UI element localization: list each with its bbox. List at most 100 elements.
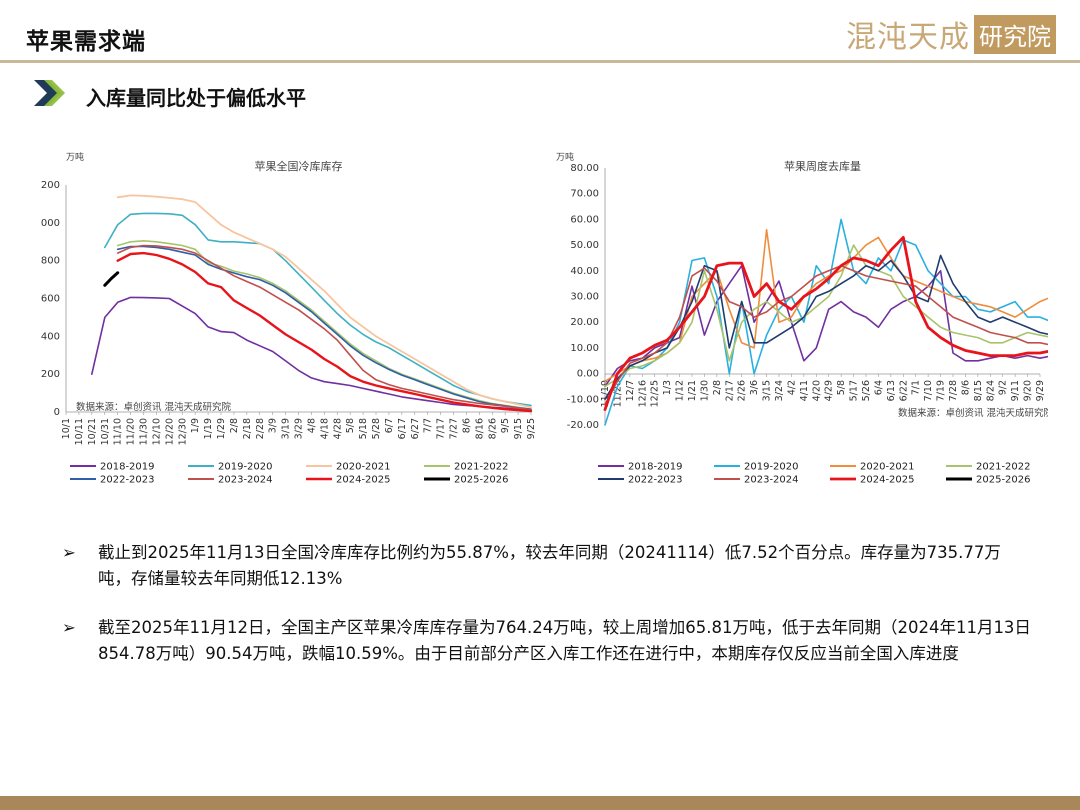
- series-line-2022-2023: [116, 245, 532, 411]
- x-tick-label: 4/2: [786, 380, 797, 395]
- x-tick-label: 7/10: [923, 380, 934, 401]
- x-tick-label: 6/17: [397, 418, 408, 439]
- y-tick-label: -10.00: [567, 394, 599, 405]
- footer-bar: [0, 796, 1080, 810]
- x-tick-label: 6/7: [384, 418, 395, 433]
- x-tick-label: 12/10: [151, 418, 162, 445]
- x-tick-label: 9/5: [500, 418, 511, 433]
- legend-label: 2024-2025: [860, 475, 915, 486]
- x-tick-label: 11/19: [600, 380, 611, 407]
- legend-label: 2022-2023: [100, 475, 155, 486]
- series-line-2020-2021: [604, 228, 1080, 383]
- x-tick-label: 1/19: [203, 418, 214, 439]
- x-tick-label: 10/21: [87, 418, 98, 445]
- x-tick-label: 11/20: [126, 418, 137, 445]
- x-tick-label: 5/28: [371, 418, 382, 439]
- x-tick-label: 12/25: [650, 380, 661, 407]
- y-tick-label: 800: [41, 256, 60, 267]
- y-tick-label: 200: [41, 369, 60, 380]
- x-tick-label: 9/15: [513, 418, 524, 439]
- x-tick-label: 1/12: [675, 380, 686, 401]
- x-tick-label: 8/6: [960, 380, 971, 395]
- x-tick-label: 4/11: [799, 380, 810, 401]
- header-divider: [0, 60, 1080, 63]
- x-tick-label: 2/28: [255, 418, 266, 439]
- bullet-item: ➢ 截至2025年11月12日，全国主产区苹果冷库库存量为764.24万吨，较上…: [62, 615, 1032, 667]
- x-tick-label: 11/28: [612, 380, 623, 407]
- x-tick-label: 8/16: [474, 418, 485, 439]
- series-line-2019-2020: [604, 218, 1080, 426]
- series-line-2025-2026: [103, 271, 120, 287]
- x-tick-label: 4/29: [824, 380, 835, 401]
- legend-label: 2019-2020: [744, 462, 799, 473]
- x-tick-label: 5/8: [345, 418, 356, 433]
- legend-label: 2023-2024: [744, 475, 799, 486]
- bullet-arrow-icon: ➢: [62, 618, 76, 637]
- y-unit-label: 万吨: [66, 151, 84, 163]
- x-tick-label: 7/17: [436, 418, 447, 439]
- series-line-2023-2024: [116, 244, 532, 411]
- series-line-2024-2025: [603, 236, 1080, 412]
- legend-label: 2020-2021: [860, 462, 915, 473]
- page-title: 苹果需求端: [26, 29, 146, 55]
- x-tick-label: 4/28: [332, 418, 343, 439]
- x-tick-label: 6/13: [886, 380, 897, 401]
- x-tick-label: 3/29: [294, 418, 305, 439]
- x-tick-label: 1/21: [687, 380, 698, 401]
- y-tick-label: 70.00: [570, 189, 599, 200]
- legend-label: 2024-2025: [336, 475, 391, 486]
- brand-logo: 混沌天成 研究院: [846, 14, 1056, 55]
- x-tick-label: 1/30: [699, 380, 710, 401]
- legend-label: 2018-2019: [628, 462, 683, 473]
- x-tick-label: 2/17: [724, 380, 735, 401]
- y-tick-label: 60.00: [570, 214, 599, 225]
- y-tick-label: 400: [41, 331, 60, 342]
- bullet-item: ➢ 截止到2025年11月13日全国冷库库存比例约为55.87%，较去年同期（2…: [62, 540, 1032, 592]
- x-tick-label: 6/27: [410, 418, 421, 439]
- logo-text: 混沌天成: [846, 20, 970, 55]
- legend-label: 2019-2020: [218, 462, 273, 473]
- x-tick-label: 11/30: [139, 418, 150, 445]
- x-tick-label: 11/10: [113, 418, 124, 445]
- x-tick-label: 10/11: [74, 418, 85, 445]
- destocking-chart: 苹果周度去库量 万吨 -20.00 -10.00 0.00 10.00 20.00 30.00…: [548, 148, 1080, 497]
- legend-label: 2022-2023: [628, 475, 683, 486]
- x-tick-label: 8/24: [985, 380, 996, 401]
- x-tick-label: 9/20: [1023, 380, 1034, 401]
- x-tick-label: 3/15: [762, 380, 773, 401]
- chart-title: 苹果周度去库量: [784, 159, 861, 173]
- x-tick-label: 7/27: [449, 418, 460, 439]
- y-tick-label: 0: [54, 407, 60, 418]
- legend-label: 2021-2022: [454, 462, 509, 473]
- y-tick-label: 30.00: [570, 292, 599, 303]
- x-tick-label: 6/22: [898, 380, 909, 401]
- y-tick-label: 20.00: [570, 317, 599, 328]
- y-tick-label: 10.00: [570, 343, 599, 354]
- x-tick-label: 5/8: [836, 380, 847, 395]
- x-tick-label: 8/26: [487, 418, 498, 439]
- x-tick-label: 4/18: [319, 418, 330, 439]
- y-tick-label: 50.00: [570, 240, 599, 251]
- legend-label: 2025-2026: [454, 475, 509, 486]
- y-tick-label: 600: [41, 294, 60, 305]
- legend-label: 2018-2019: [100, 462, 155, 473]
- section-title: 入库量同比处于偏低水平: [86, 86, 306, 110]
- y-tick-label: 1200: [40, 180, 60, 191]
- chart-title: 苹果全国冷库库存: [255, 159, 343, 173]
- bullet-text: 截至2025年11月12日，全国主产区苹果冷库库存量为764.24万吨，较上周增…: [98, 618, 1031, 663]
- chevron-right-icon: [34, 80, 65, 106]
- x-tick-label: 12/20: [164, 418, 175, 445]
- y-tick-label: 40.00: [570, 266, 599, 277]
- logo-seal: 研究院: [974, 14, 1056, 54]
- x-tick-label: 4/8: [306, 418, 317, 433]
- series-line-2018-2019: [604, 264, 1080, 388]
- x-tick-label: 2/8: [712, 380, 723, 395]
- x-tick-label: 7/19: [936, 380, 947, 401]
- x-tick-label: 4/20: [811, 380, 822, 401]
- x-tick-label: 3/9: [268, 418, 279, 433]
- y-tick-label: -20.00: [567, 420, 599, 431]
- x-tick-label: 5/17: [849, 380, 860, 401]
- x-tick-label: 9/2: [998, 380, 1009, 395]
- x-tick-label: 3/6: [749, 380, 760, 395]
- x-tick-label: 7/28: [948, 380, 959, 401]
